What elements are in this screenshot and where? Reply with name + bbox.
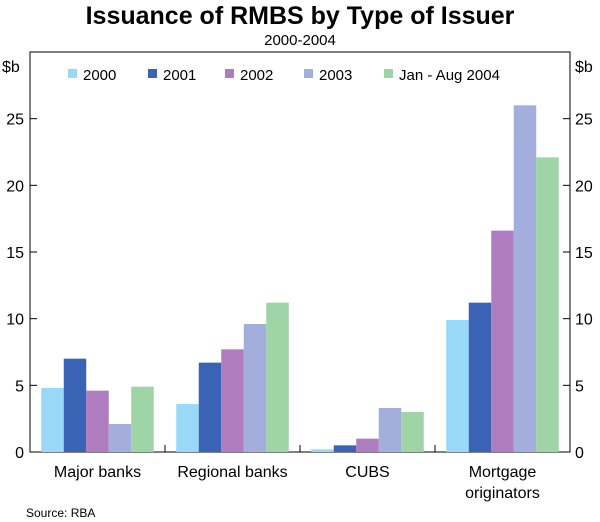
bar <box>468 302 492 452</box>
legend-swatch <box>68 69 77 78</box>
bar <box>401 412 424 452</box>
bar <box>131 386 154 452</box>
category-label: originators <box>465 485 540 502</box>
bar <box>513 105 537 452</box>
bar <box>86 390 109 452</box>
y-tick-label-right: 15 <box>575 245 593 262</box>
legend-swatch <box>304 69 313 78</box>
bar <box>108 424 132 452</box>
bar <box>356 438 379 452</box>
category-label: Major banks <box>54 464 141 481</box>
y-tick-label-left: 10 <box>6 312 24 329</box>
bar <box>491 230 514 452</box>
source-note: Source: RBA <box>26 506 95 520</box>
bar <box>41 388 64 452</box>
legend: 2000 2001 2002 2003 Jan - Aug 2004 <box>68 67 500 84</box>
legend-label: 2000 <box>83 67 116 84</box>
y-tick-label-left: 15 <box>6 245 24 262</box>
bars <box>41 105 559 453</box>
bar <box>63 358 87 452</box>
bar <box>536 157 559 453</box>
y-tick-label-right: 0 <box>575 445 584 462</box>
y-tick-label-right: 20 <box>575 178 593 195</box>
y-tick-label-left: 25 <box>6 112 24 129</box>
legend-swatch <box>148 69 157 78</box>
bar <box>311 449 334 452</box>
chart-title: Issuance of RMBS by Type of Issuer <box>86 2 515 30</box>
chart-subtitle: 2000-2004 <box>264 32 336 49</box>
bar <box>378 408 402 452</box>
bar <box>221 349 244 452</box>
legend-label: 2003 <box>319 67 352 84</box>
y-axis-right: 0 5 10 15 20 25 <box>563 112 593 462</box>
y-tick-label-right: 10 <box>575 312 593 329</box>
y-axis-unit-left: $b <box>2 59 20 76</box>
legend-swatch <box>384 69 393 78</box>
y-axis-unit-right: $b <box>575 59 593 76</box>
y-tick-label-left: 5 <box>15 378 24 395</box>
bar <box>333 445 357 452</box>
legend-label: 2001 <box>163 67 196 84</box>
bar <box>198 362 222 452</box>
y-tick-label-right: 25 <box>575 112 593 129</box>
category-label: CUBS <box>345 464 389 481</box>
legend-label: 2002 <box>240 67 273 84</box>
y-tick-label-left: 0 <box>15 445 24 462</box>
y-axis-left: 0 5 10 15 20 25 <box>6 112 37 462</box>
category-label: Mortgage <box>469 464 537 481</box>
category-labels: Major banks Regional banks CUBS Mortgage ori… <box>54 445 540 502</box>
y-tick-label-right: 5 <box>575 378 584 395</box>
legend-swatch <box>225 69 234 78</box>
legend-label: Jan - Aug 2004 <box>399 67 500 84</box>
category-label: Regional banks <box>177 464 287 481</box>
bar <box>446 320 469 452</box>
bar <box>243 324 267 452</box>
y-tick-label-left: 20 <box>6 178 24 195</box>
bar <box>176 404 199 452</box>
bar <box>266 302 289 452</box>
